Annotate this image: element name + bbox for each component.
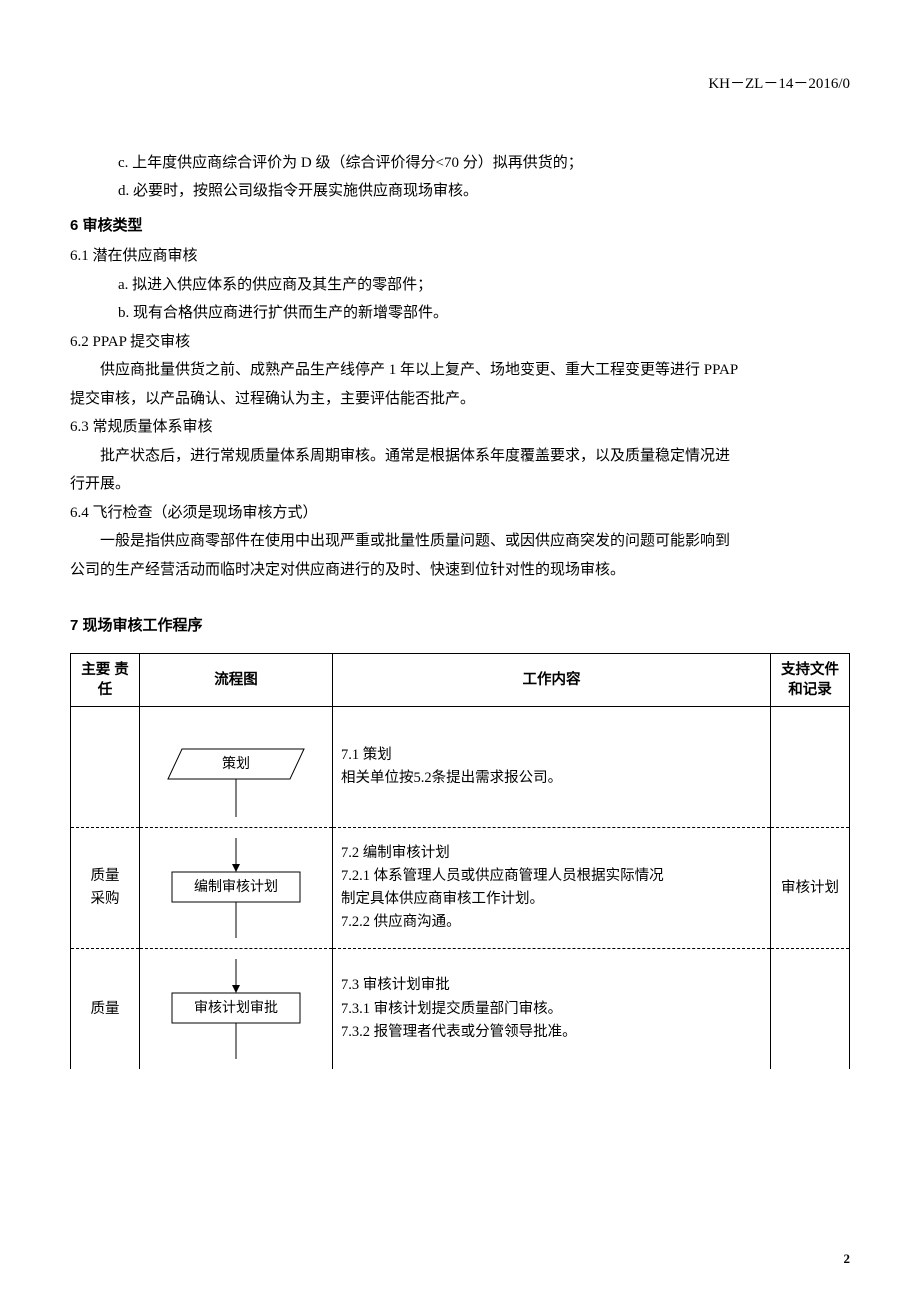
section-6-3-p1: 批产状态后，进行常规质量体系周期审核。通常是根据体系年度覆盖要求，以及质量稳定情… bbox=[70, 442, 850, 471]
section-6-3: 6.3 常规质量体系审核 bbox=[70, 413, 850, 442]
cell-work: 7.3 审核计划审批 7.3.1 审核计划提交质量部门审核。 7.3.2 报管理… bbox=[333, 949, 771, 1070]
svg-text:编制审核计划: 编制审核计划 bbox=[194, 879, 278, 895]
cell-resp bbox=[71, 707, 140, 828]
section-6-1-a: a. 拟进入供应体系的供应商及其生产的零部件； bbox=[70, 271, 850, 300]
body-line-d: d. 必要时，按照公司级指令开展实施供应商现场审核。 bbox=[70, 177, 850, 206]
th-work: 工作内容 bbox=[333, 653, 771, 707]
section-6-4-p2: 公司的生产经营活动而临时决定对供应商进行的及时、快速到位针对性的现场审核。 bbox=[70, 556, 850, 585]
cell-doc: 审核计划 bbox=[771, 828, 850, 949]
cell-work: 7.2 编制审核计划 7.2.1 体系管理人员或供应商管理人员根据实际情况 制定… bbox=[333, 828, 771, 949]
th-doc: 支持文件 和记录 bbox=[771, 653, 850, 707]
section-7-title: 7 现场审核工作程序 bbox=[70, 612, 850, 641]
section-6-2: 6.2 PPAP 提交审核 bbox=[70, 328, 850, 357]
cell-flowchart: 审核计划审批 bbox=[140, 949, 333, 1070]
section-6-4: 6.4 飞行检查（必须是现场审核方式） bbox=[70, 499, 850, 528]
procedure-table: 主要 责任 流程图 工作内容 支持文件 和记录 策划 7.1 策划 相关单位按5.… bbox=[70, 653, 850, 1070]
section-6-2-p1: 供应商批量供货之前、成熟产品生产线停产 1 年以上复产、场地变更、重大工程变更等… bbox=[70, 356, 850, 385]
svg-text:审核计划审批: 审核计划审批 bbox=[194, 1000, 278, 1016]
section-6-title: 6 审核类型 bbox=[70, 212, 850, 241]
page-number: 2 bbox=[844, 1247, 851, 1272]
cell-doc bbox=[771, 707, 850, 828]
document-code: KH－ZL－14－2016/0 bbox=[70, 70, 850, 99]
section-6-3-p2: 行开展。 bbox=[70, 470, 850, 499]
section-6-1-b: b. 现有合格供应商进行扩供而生产的新增零部件。 bbox=[70, 299, 850, 328]
th-flow: 流程图 bbox=[140, 653, 333, 707]
cell-flowchart: 策划 bbox=[140, 707, 333, 828]
cell-flowchart: 编制审核计划 bbox=[140, 828, 333, 949]
cell-resp: 质量 bbox=[71, 949, 140, 1070]
section-6-2-p2: 提交审核，以产品确认、过程确认为主，主要评估能否批产。 bbox=[70, 385, 850, 414]
body-line-c: c. 上年度供应商综合评价为 D 级（综合评价得分<70 分）拟再供货的； bbox=[70, 149, 850, 178]
svg-text:策划: 策划 bbox=[222, 755, 250, 772]
cell-doc bbox=[771, 949, 850, 1070]
section-6-1: 6.1 潜在供应商审核 bbox=[70, 242, 850, 271]
th-resp: 主要 责任 bbox=[71, 653, 140, 707]
cell-work: 7.1 策划 相关单位按5.2条提出需求报公司。 bbox=[333, 707, 771, 828]
cell-resp: 质量 采购 bbox=[71, 828, 140, 949]
section-6-4-p1: 一般是指供应商零部件在使用中出现严重或批量性质量问题、或因供应商突发的问题可能影… bbox=[70, 527, 850, 556]
